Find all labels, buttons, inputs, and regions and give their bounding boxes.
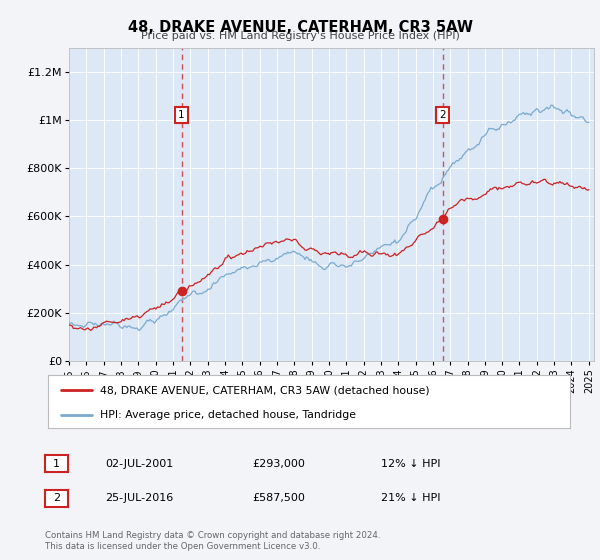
Text: 1: 1 [53,459,60,469]
Text: 21% ↓ HPI: 21% ↓ HPI [381,493,440,503]
Text: 48, DRAKE AVENUE, CATERHAM, CR3 5AW (detached house): 48, DRAKE AVENUE, CATERHAM, CR3 5AW (det… [100,385,430,395]
Text: 48, DRAKE AVENUE, CATERHAM, CR3 5AW: 48, DRAKE AVENUE, CATERHAM, CR3 5AW [128,20,473,35]
Text: 2: 2 [439,110,446,120]
Text: £587,500: £587,500 [252,493,305,503]
Text: 1: 1 [178,110,185,120]
Text: HPI: Average price, detached house, Tandridge: HPI: Average price, detached house, Tand… [100,410,356,420]
Text: 12% ↓ HPI: 12% ↓ HPI [381,459,440,469]
Text: 02-JUL-2001: 02-JUL-2001 [105,459,173,469]
Text: 25-JUL-2016: 25-JUL-2016 [105,493,173,503]
Text: This data is licensed under the Open Government Licence v3.0.: This data is licensed under the Open Gov… [45,542,320,550]
Text: Price paid vs. HM Land Registry's House Price Index (HPI): Price paid vs. HM Land Registry's House … [140,31,460,41]
Text: 2: 2 [53,493,60,503]
Text: Contains HM Land Registry data © Crown copyright and database right 2024.: Contains HM Land Registry data © Crown c… [45,531,380,540]
Text: £293,000: £293,000 [252,459,305,469]
